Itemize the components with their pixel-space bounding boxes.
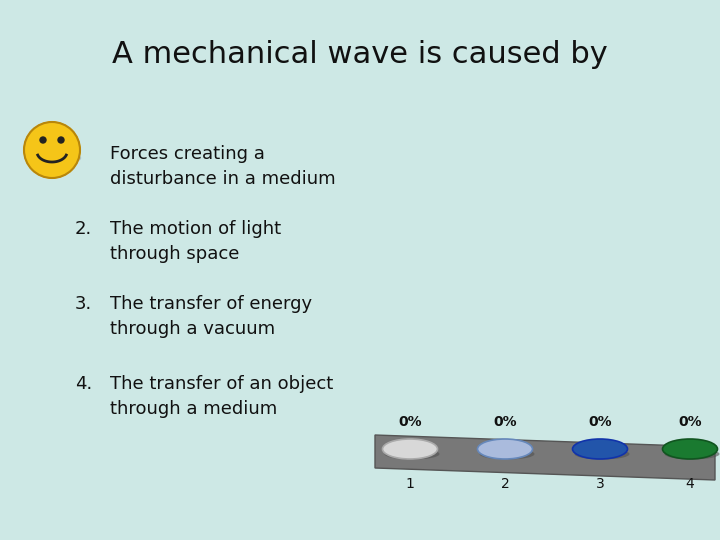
Polygon shape <box>375 435 715 480</box>
Text: 0%: 0% <box>493 415 517 429</box>
Circle shape <box>58 137 64 143</box>
Text: 3: 3 <box>595 477 604 491</box>
Text: The transfer of energy
through a vacuum: The transfer of energy through a vacuum <box>110 295 312 338</box>
Text: The transfer of an object
through a medium: The transfer of an object through a medi… <box>110 375 333 418</box>
Text: 4: 4 <box>685 477 694 491</box>
Ellipse shape <box>31 151 81 165</box>
Text: 0%: 0% <box>588 415 612 429</box>
Text: 2.: 2. <box>75 220 92 238</box>
Text: 4.: 4. <box>75 375 92 393</box>
Ellipse shape <box>662 439 718 459</box>
Text: A mechanical wave is caused by: A mechanical wave is caused by <box>112 40 608 69</box>
Ellipse shape <box>382 439 438 459</box>
Ellipse shape <box>480 449 534 460</box>
Text: 3.: 3. <box>75 295 92 313</box>
Text: The motion of light
through space: The motion of light through space <box>110 220 281 263</box>
Ellipse shape <box>384 449 439 460</box>
Text: 0%: 0% <box>398 415 422 429</box>
Ellipse shape <box>572 439 628 459</box>
Circle shape <box>24 122 80 178</box>
Ellipse shape <box>665 449 719 460</box>
Ellipse shape <box>477 439 533 459</box>
Circle shape <box>40 137 46 143</box>
Text: 0%: 0% <box>678 415 702 429</box>
Text: 1: 1 <box>405 477 415 491</box>
Text: 2: 2 <box>500 477 509 491</box>
Text: Forces creating a
disturbance in a medium: Forces creating a disturbance in a mediu… <box>110 145 336 188</box>
Ellipse shape <box>575 449 629 460</box>
